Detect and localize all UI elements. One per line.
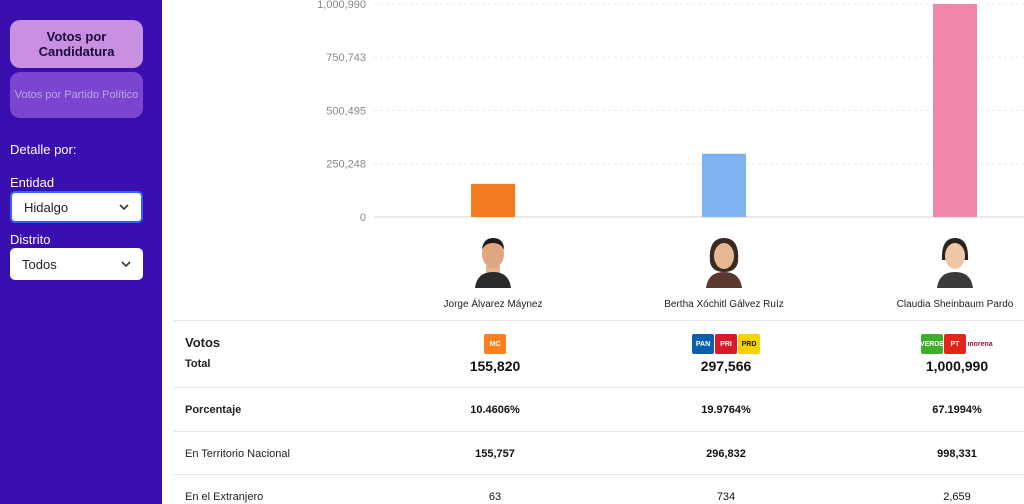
table-row-extranjero: En el Extranjero 63 734 2,659 — [174, 474, 1024, 504]
porcentaje-value: 10.4606% — [470, 404, 520, 416]
table-row-porcentaje: Porcentaje 10.4606% 19.9764% 67.1994% — [174, 387, 1024, 431]
party-logo-pt: PT — [944, 334, 966, 354]
territorio-value: 296,832 — [706, 448, 746, 460]
bar[interactable] — [702, 153, 746, 217]
porcentaje-label: Porcentaje — [185, 404, 242, 416]
territorio-label: En Territorio Nacional — [185, 448, 290, 460]
distrito-value: Todos — [22, 256, 57, 272]
party-logo-morena: morena — [967, 334, 993, 354]
candidate-votes-cell: MC 155,820 — [405, 333, 585, 374]
tab-votos-por-candidatura[interactable]: Votos por Candidatura — [10, 20, 143, 68]
votos-total: 297,566 — [700, 358, 752, 374]
table-row-territorio: En Territorio Nacional 155,757 296,832 9… — [174, 431, 1024, 474]
votos-label: Votos — [185, 335, 221, 350]
candidate-name: Bertha Xóchitl Gálvez Ruíz — [664, 299, 784, 310]
y-tick-label: 500,495 — [326, 106, 366, 118]
candidate-photo-icon — [706, 238, 742, 288]
candidate-votes-cell: VERDE PT morena 1,000,990 — [867, 333, 1024, 374]
territorio-value: 155,757 — [475, 448, 515, 460]
entidad-value: Hidalgo — [24, 199, 69, 215]
candidate-card: Claudia Sheinbaum Pardo — [855, 232, 1024, 310]
votes-bar-chart: 0 250,248 500,495 750,743 1,000,990 — [317, 0, 1024, 224]
votos-total: 155,820 — [469, 358, 521, 374]
party-logos: PAN PRI PRD — [636, 333, 816, 355]
candidate-photo-icon — [937, 238, 973, 288]
y-tick-label: 750,743 — [326, 52, 366, 64]
candidate-votes-cell: PAN PRI PRD 297,566 — [636, 333, 816, 374]
total-label: Total — [185, 358, 211, 370]
candidate-name: Jorge Álvarez Máynez — [443, 299, 543, 310]
candidate-card: Bertha Xóchitl Gálvez Ruíz — [624, 232, 824, 310]
bar[interactable] — [471, 183, 515, 217]
entidad-select[interactable]: Hidalgo — [10, 191, 143, 223]
extranjero-label: En el Extranjero — [185, 491, 264, 503]
sidebar: Votos por Candidatura Votos por Partido … — [0, 0, 162, 504]
distrito-label: Distrito — [10, 232, 51, 247]
candidate-name: Claudia Sheinbaum Pardo — [896, 299, 1014, 310]
distrito-select[interactable]: Todos — [10, 248, 143, 280]
party-logo-prd: PRD — [738, 334, 760, 354]
main-panel: 0 250,248 500,495 750,743 1,000,990 Jorge Ál… — [162, 0, 1024, 504]
party-logo-verde: VERDE — [920, 334, 944, 354]
y-tick-label: 250,248 — [326, 159, 366, 171]
party-logos: MC — [405, 333, 585, 355]
extranjero-value: 734 — [716, 491, 736, 503]
porcentaje-value: 19.9764% — [701, 404, 751, 416]
party-logo-pri: PRI — [715, 334, 737, 354]
table-row-votos: Votos Total MC 155,820 PAN PRI PRD 297,5… — [174, 320, 1024, 387]
bar[interactable] — [933, 4, 977, 217]
y-tick-label: 1,000,990 — [317, 0, 366, 11]
candidate-photo-icon — [475, 238, 511, 288]
votos-total: 1,000,990 — [925, 358, 989, 374]
party-logos: VERDE PT morena — [867, 333, 1024, 355]
entidad-label: Entidad — [10, 175, 55, 190]
candidate-card: Jorge Álvarez Máynez — [393, 232, 593, 310]
party-logo-pan: PAN — [692, 334, 714, 354]
extranjero-value: 63 — [488, 491, 502, 503]
territorio-value: 998,331 — [937, 448, 977, 460]
chevron-down-icon — [121, 261, 131, 268]
tab-votos-por-partido[interactable]: Votos por Partido Político — [10, 72, 143, 118]
extranjero-value: 2,659 — [943, 491, 971, 503]
detalle-label: Detalle por: — [10, 142, 77, 157]
porcentaje-value: 67.1994% — [932, 404, 982, 416]
chevron-down-icon — [119, 204, 129, 211]
party-logo-mc: MC — [484, 334, 506, 354]
y-tick-label: 0 — [360, 212, 366, 224]
